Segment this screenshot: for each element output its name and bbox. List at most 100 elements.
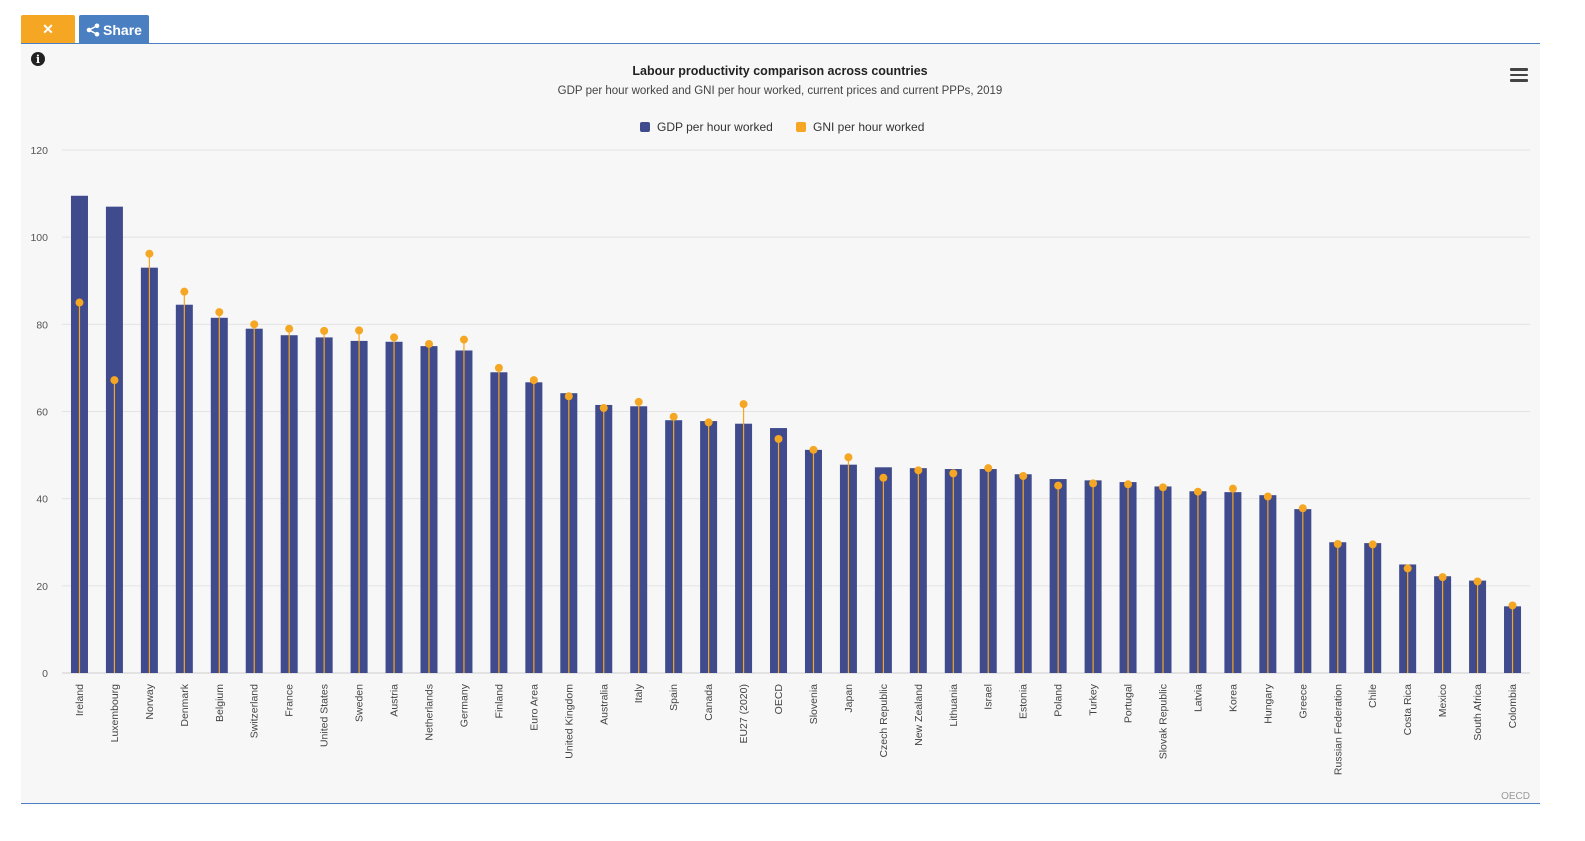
gni-point[interactable] [459,335,468,344]
gni-point[interactable] [949,469,958,478]
x-tick-label: Norway [144,683,156,719]
gni-point[interactable] [110,376,119,385]
legend-gni-marker[interactable] [796,122,806,132]
gni-points [75,249,1517,610]
x-tick-label: Czech Republic [878,684,890,758]
gni-point[interactable] [1089,479,1098,488]
y-tick-label: 80 [36,319,48,331]
gni-point[interactable] [879,473,888,482]
gni-point[interactable] [285,324,294,333]
x-tick-label: Luxembourg [109,684,121,743]
x-tick-label: Korea [1227,684,1239,712]
gni-point[interactable] [145,249,154,258]
x-tick-label: Italy [633,683,645,703]
x-tick-label: Denmark [179,683,191,726]
gni-point[interactable] [1368,540,1377,549]
gni-point[interactable] [1403,564,1412,573]
x-tick-label: Finland [493,684,505,719]
gni-point[interactable] [529,376,538,385]
gni-point[interactable] [494,363,503,372]
gni-point[interactable] [1333,539,1342,548]
gni-point[interactable] [1438,573,1447,582]
legend: GDP per hour worked GNI per hour worked [640,120,924,134]
x-tick-label: United States [319,684,331,747]
gni-stems [78,253,1514,673]
x-tick-label: Mexico [1437,684,1449,717]
x-tick-label: Slovak Republic [1158,684,1170,759]
legend-gni-label[interactable]: GNI per hour worked [813,120,924,134]
gni-point[interactable] [1124,480,1133,489]
x-tick-label: Estonia [1018,684,1030,719]
gni-point[interactable] [1508,601,1517,610]
x-tick-label: Sweden [354,684,366,722]
bar-series [70,195,1522,674]
gni-point[interactable] [1298,504,1307,513]
gni-point[interactable] [75,298,84,307]
gni-point[interactable] [564,392,573,401]
close-button[interactable]: ✕ [21,15,75,44]
gni-point[interactable] [1263,492,1272,501]
gni-point[interactable] [1054,481,1063,490]
y-tick-label: 60 [36,407,48,419]
x-tick-label: Israel [983,684,995,710]
x-tick-label: Greece [1297,684,1309,719]
gni-point[interactable] [1019,472,1028,481]
chart-menu-icon[interactable] [1510,68,1528,84]
y-tick-label: 40 [36,494,48,506]
gni-point[interactable] [1228,484,1237,493]
y-tick-label: 20 [36,581,48,593]
gridlines [62,149,1530,674]
share-label: Share [103,21,142,38]
x-tick-label: United Kingdom [563,684,575,759]
chart-credit[interactable]: OECD [1501,791,1530,802]
gni-point[interactable] [250,320,259,329]
gni-point[interactable] [355,326,364,335]
share-button[interactable]: Share [79,15,149,44]
chart-title: Labour productivity comparison across co… [632,64,927,78]
gni-point[interactable] [1159,483,1167,492]
gni-point[interactable] [390,333,399,342]
x-tick-label: OECD [773,684,785,715]
gni-point[interactable] [704,418,713,427]
x-tick-label: Costa Rica [1402,684,1414,736]
x-tick-label: Lithuania [948,684,960,727]
x-tick-label: Colombia [1507,684,1519,729]
gni-point[interactable] [914,466,923,475]
gni-point[interactable] [1193,487,1202,496]
x-tick-label: Ireland [74,684,86,716]
x-tick-label: Austria [389,684,401,717]
info-icon[interactable]: i [31,52,45,66]
gni-point[interactable] [215,308,224,317]
gni-point[interactable] [180,287,189,296]
x-tick-label: Netherlands [424,684,436,741]
x-tick-label: New Zealand [913,684,925,746]
gni-point[interactable] [844,453,853,462]
y-tick-label: 120 [30,145,48,157]
legend-gdp-marker[interactable] [640,122,650,132]
x-tick-label: Belgium [214,684,226,722]
x-tick-label: Switzerland [249,684,261,738]
gni-point[interactable] [669,412,678,421]
gni-point[interactable] [425,339,433,348]
gni-point[interactable] [774,434,783,443]
gni-point[interactable] [599,404,608,413]
x-tick-label: Canada [703,684,715,721]
x-tick-label: France [284,684,296,717]
x-tick-label: Russian Federation [1332,684,1344,775]
chart-panel [21,44,1540,803]
gni-point[interactable] [1473,577,1482,586]
x-tick-label: EU27 (2020) [738,684,750,744]
bottom-divider [21,803,1540,804]
chart-subtitle: GDP per hour worked and GNI per hour wor… [558,85,1003,97]
gni-point[interactable] [634,397,643,406]
gni-point[interactable] [320,326,329,335]
legend-gdp-label[interactable]: GDP per hour worked [657,120,773,134]
gni-point[interactable] [809,445,818,454]
top-divider [21,43,1540,44]
x-tick-label: Hungary [1262,683,1274,723]
toolbar: ✕ Share [21,15,149,44]
gni-point[interactable] [739,400,748,409]
gni-point[interactable] [984,464,993,473]
x-tick-label: Portugal [1123,684,1135,723]
